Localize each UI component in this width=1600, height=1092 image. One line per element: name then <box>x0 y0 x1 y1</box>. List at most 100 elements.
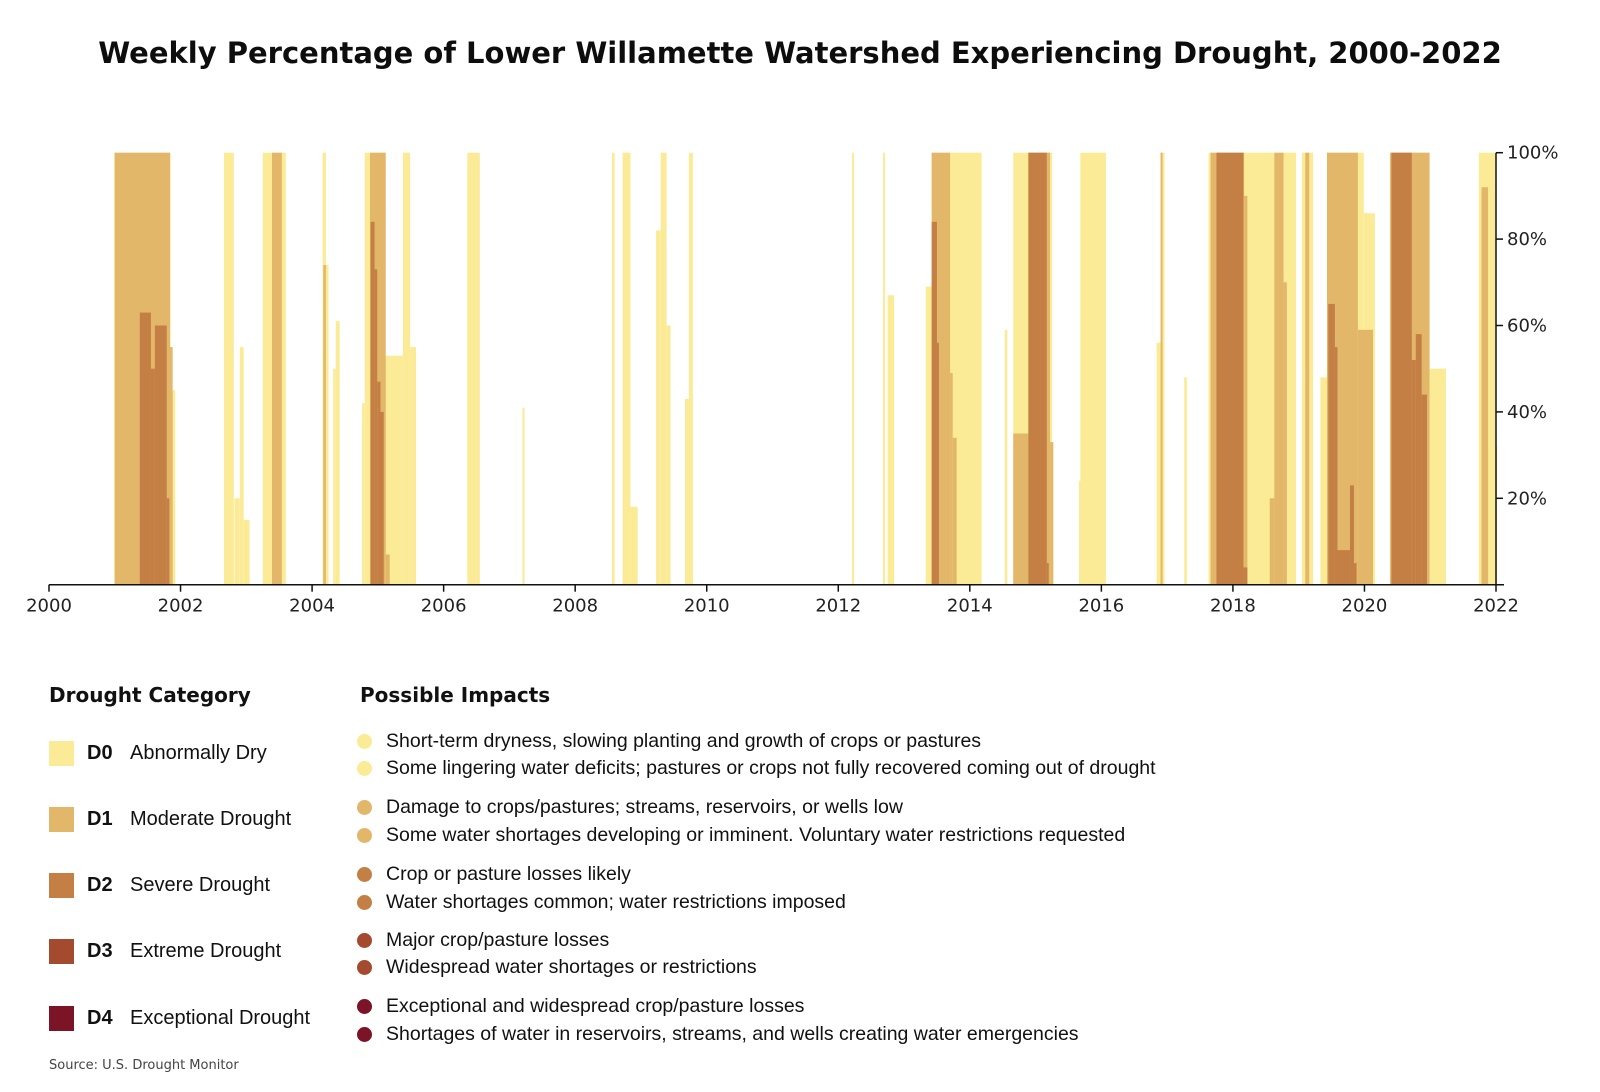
drought-segment <box>612 152 615 585</box>
drought-segment <box>1349 485 1354 585</box>
legend-code: D2 <box>87 874 113 897</box>
impact-text: Some water shortages developing or immin… <box>386 823 1126 846</box>
drought-areas <box>114 152 1498 585</box>
bullet-dot-icon <box>357 866 372 882</box>
drought-segment <box>882 152 885 585</box>
drought-segment <box>385 554 390 585</box>
drought-segment <box>380 411 384 585</box>
drought-segment <box>323 265 326 585</box>
legend-item-d4: D4 Exceptional Drought <box>49 1005 310 1031</box>
bullet-dot-icon <box>357 733 372 749</box>
drought-segment <box>170 390 176 585</box>
drought-segment <box>1328 303 1335 585</box>
legend-item-d1: D1 Moderate Drought <box>49 806 291 832</box>
legend-label: Moderate Drought <box>130 807 292 830</box>
axes: 2000 2002 2004 2006 2008 2010 2012 2014 2016 2018… <box>26 143 1558 617</box>
x-tick-label: 2004 <box>289 596 335 617</box>
drought-segment <box>410 347 417 585</box>
impact-text: Exceptional and widespread crop/pasture … <box>386 994 805 1017</box>
drought-segment <box>377 381 381 585</box>
legend-item-d2: D2 Severe Drought <box>49 873 270 899</box>
legend-code: D3 <box>87 940 113 963</box>
drought-segment <box>688 152 693 585</box>
impact-text: Shortages of water in reservoirs, stream… <box>386 1022 1079 1045</box>
bullet-dot-icon <box>357 827 372 843</box>
x-tick-label: 2012 <box>815 596 861 617</box>
impact-item: Damage to crops/pastures; streams, reser… <box>357 795 903 819</box>
legend-label: Exceptional Drought <box>130 1006 311 1029</box>
drought-segment <box>1013 433 1029 585</box>
drought-segment <box>1305 152 1310 585</box>
drought-segment <box>374 269 378 585</box>
drought-segment <box>243 519 250 585</box>
y-tick-label: 40% <box>1507 402 1547 423</box>
drought-segment <box>522 407 525 585</box>
impact-item: Exceptional and widespread crop/pasture … <box>357 994 804 1018</box>
x-tick-label: 2010 <box>684 596 730 617</box>
impact-item: Water shortages common; water restrictio… <box>357 890 846 914</box>
y-tick-label: 20% <box>1507 488 1547 509</box>
drought-segment <box>1244 195 1248 585</box>
impact-text: Crop or pasture losses likely <box>386 862 631 885</box>
y-tick-label: 60% <box>1507 316 1547 337</box>
drought-segment <box>384 355 403 585</box>
drought-segment <box>1391 152 1412 585</box>
drought-segment <box>1421 394 1427 585</box>
drought-segment <box>685 398 689 585</box>
bullet-dot-icon <box>357 894 372 910</box>
drought-segment <box>139 312 151 585</box>
legend-swatch <box>49 939 74 965</box>
impact-text: Water shortages common; water restrictio… <box>386 890 846 913</box>
legend-swatch <box>49 806 74 832</box>
bullet-dot-icon <box>357 760 372 776</box>
drought-segment <box>1429 368 1447 585</box>
drought-segment <box>467 152 480 585</box>
drought-segment <box>325 265 329 585</box>
impact-text: Some lingering water deficits; pastures … <box>386 756 1156 779</box>
drought-segment <box>1050 442 1054 585</box>
drought-segment <box>271 152 282 585</box>
x-tick-label: 2020 <box>1342 596 1388 617</box>
drought-segment <box>1320 377 1327 585</box>
impact-item: Short-term dryness, slowing planting and… <box>357 729 981 753</box>
drought-segment <box>1337 550 1350 585</box>
drought-segment <box>223 152 234 585</box>
impact-item: Some lingering water deficits; pastures … <box>357 756 1156 780</box>
x-tick-label: 2008 <box>552 596 598 617</box>
drought-segment <box>1004 329 1008 585</box>
drought-segment <box>170 347 173 585</box>
drought-segment <box>1269 498 1275 585</box>
drought-segment <box>1353 563 1357 585</box>
legend-code: D1 <box>87 807 113 830</box>
drought-segment <box>852 152 855 585</box>
drought-segment <box>1080 152 1106 585</box>
drought-segment <box>1156 342 1161 585</box>
drought-segment <box>154 325 167 585</box>
drought-segment <box>362 403 365 585</box>
drought-segment <box>887 295 895 585</box>
drought-segment <box>931 221 937 585</box>
drought-segment <box>1243 567 1248 585</box>
impact-item: Major crop/pasture losses <box>357 928 609 952</box>
drought-segment <box>1160 152 1163 585</box>
legend-label: Abnormally Dry <box>130 741 267 764</box>
x-tick-label: 2018 <box>1210 596 1256 617</box>
legend-item-d0: D0 Abnormally Dry <box>49 740 267 766</box>
drought-segment <box>630 506 638 585</box>
drought-chart: 2000 2002 2004 2006 2008 2010 2012 2014 2016 2018… <box>26 143 1558 617</box>
bullet-dot-icon <box>357 932 372 948</box>
x-tick-label: 2016 <box>1078 596 1124 617</box>
category-legend-header: Drought Category <box>49 683 251 707</box>
legend-label: Severe Drought <box>130 874 271 897</box>
drought-segment <box>1415 334 1422 585</box>
drought-segment <box>1411 360 1416 585</box>
series-d1 <box>114 152 1489 585</box>
impact-text: Major crop/pasture losses <box>386 928 610 951</box>
impact-text: Damage to crops/pastures; streams, reser… <box>386 795 903 818</box>
y-tick-label: 100% <box>1507 143 1558 164</box>
drought-segment <box>950 373 953 585</box>
drought-segment <box>1283 282 1287 585</box>
drought-segment <box>239 347 244 585</box>
impact-text: Widespread water shortages or restrictio… <box>386 955 757 978</box>
drought-segment <box>1184 377 1187 585</box>
